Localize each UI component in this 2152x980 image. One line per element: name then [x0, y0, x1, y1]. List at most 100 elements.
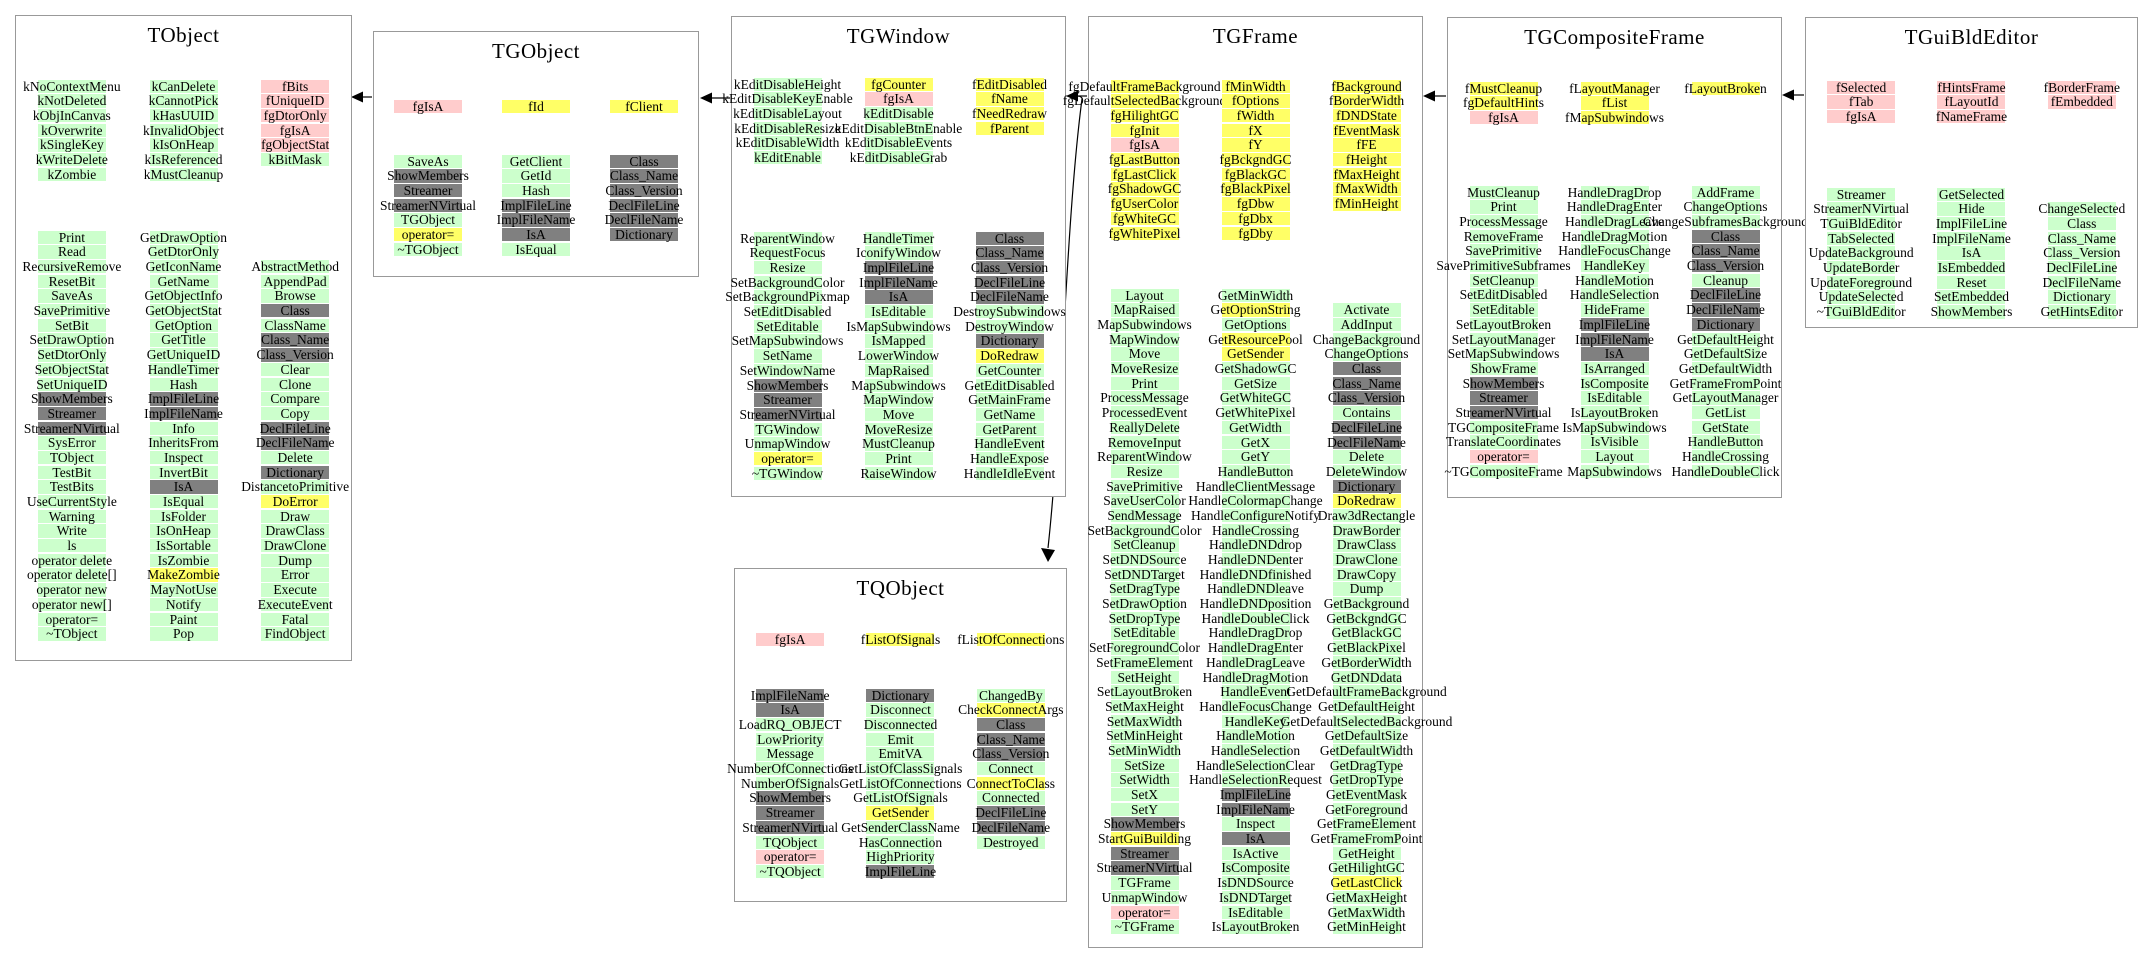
method-label: GetObjectInfo — [144, 288, 223, 304]
method-cell: ImplFileLine — [148, 392, 219, 407]
method-highlight: SysError — [37, 436, 106, 450]
field-label: fEditDisabled — [972, 76, 1047, 92]
method-highlight: GetWidth — [1221, 420, 1290, 434]
method-label: Class_Name — [976, 731, 1045, 747]
method-label: CheckConnectArgs — [958, 702, 1064, 718]
methods-column: GetDrawOption GetDtorOnly GetIconName GetNa… — [128, 230, 240, 641]
method-label: IsEqual — [162, 494, 205, 510]
field-highlight: fBorderWidth — [1329, 94, 1404, 108]
method-label: StreamerNVirtual — [380, 197, 476, 213]
method-label: Dictionary — [1696, 316, 1755, 332]
method-cell: RecursiveRemove — [22, 259, 121, 274]
method-cell: Class — [976, 717, 1045, 732]
method-cell: DeclFileLine — [608, 197, 680, 213]
method-label: IsMapSubwindows — [846, 318, 951, 334]
method-label: HandleTimer — [147, 361, 220, 377]
field-label: fgWhiteGC — [1113, 210, 1176, 226]
method-cell: DeclFileName — [970, 290, 1049, 305]
field-label: fTab — [1848, 94, 1874, 110]
field-cell: fFE — [1332, 138, 1401, 153]
method-label: operator= — [763, 849, 817, 865]
method-label: SetLayoutBroken — [1096, 684, 1193, 700]
method-highlight: ChangeOptions — [1325, 347, 1409, 361]
methods-column: ReparentWindow RequestFocus Resize SetBackg… — [725, 231, 850, 481]
method-highlight: GetBlackGC — [1332, 626, 1402, 640]
method-cell: IsMapped — [864, 334, 933, 349]
method-label: RequestFocus — [749, 245, 826, 261]
method-highlight: StartGuiBuilding — [1098, 832, 1191, 846]
method-highlight: GetName — [975, 407, 1044, 421]
method-label: Emit — [887, 731, 914, 747]
method-highlight: Paint — [149, 612, 218, 626]
method-cell: Message — [756, 747, 825, 762]
method-highlight: GetList — [1691, 405, 1760, 419]
field-highlight: kNotDeleted — [37, 94, 106, 108]
method-cell: DeclFileName — [2042, 275, 2121, 290]
method-cell: GetWidth — [1221, 420, 1290, 435]
method-label: StreamerNVirtual — [742, 819, 839, 835]
field-label: fLayoutBroken — [1684, 80, 1767, 96]
method-highlight: DeclFileLine — [608, 197, 680, 213]
method-highlight: ~TQObject — [756, 864, 825, 878]
method-label: SetY — [1131, 801, 1158, 817]
method-highlight: SetDragType — [1109, 582, 1180, 596]
field-cell: fHeight — [1332, 152, 1401, 167]
method-cell: CheckConnectArgs — [958, 703, 1063, 718]
method-highlight: SetLayoutManager — [1452, 332, 1555, 346]
method-cell: GetParent — [975, 422, 1044, 437]
method-highlight: GetBckgndGC — [1326, 611, 1406, 625]
method-cell: HandleFocusChange — [1199, 699, 1311, 714]
method-cell: GetClient — [502, 154, 570, 169]
method-label: Class_Version — [605, 183, 683, 199]
method-label: ProcessMessage — [1100, 390, 1189, 406]
method-highlight: SaveAs — [37, 289, 106, 303]
method-cell: Class_Version — [257, 348, 334, 363]
method-highlight: SetCleanup — [1110, 538, 1179, 552]
field-label: fBackground — [1331, 78, 1402, 94]
method-highlight: HandleTimer — [863, 231, 935, 245]
method-label: DeclFileLine — [608, 197, 680, 213]
method-highlight: IsEditable — [1221, 905, 1290, 919]
method-cell: SetLayoutManager — [1452, 332, 1555, 347]
method-cell: GetCounter — [975, 363, 1044, 378]
method-cell: ReallyDelete — [1109, 420, 1179, 435]
method-highlight: Hash — [502, 184, 570, 197]
method-label: HandleCrossing — [1682, 449, 1769, 465]
method-highlight: Compare — [261, 392, 330, 406]
method-highlight: TranslateCoordinates — [1446, 435, 1561, 449]
method-highlight: DeclFileName — [971, 820, 1050, 834]
method-highlight: StreamerNVirtual — [380, 198, 476, 212]
method-label: IsDNDTarget — [1218, 889, 1293, 905]
method-cell: UpdateForeground — [1810, 275, 1912, 290]
method-label: GetListOfConnections — [839, 775, 962, 791]
method-highlight: operator new[] — [32, 597, 112, 611]
method-label: DrawClass — [1336, 537, 1397, 553]
TObject-fields-section: kNoContextMenu kNotDeleted kObjInCanvas kOv… — [16, 79, 351, 182]
method-cell: ChangeOptions — [1684, 200, 1768, 215]
method-highlight: GetDefaultSize — [1684, 347, 1767, 361]
method-highlight: GetBackground — [1324, 597, 1409, 611]
method-highlight: MoveResize — [864, 422, 933, 436]
field-label: kHasUUID — [152, 108, 215, 124]
method-highlight: SetBit — [37, 318, 106, 332]
field-highlight: fgWhitePixel — [1109, 226, 1181, 240]
fields-column: fSelected fTab fgIsA — [1806, 80, 1916, 124]
field-highlight: fName — [975, 92, 1044, 106]
method-highlight: ChangeSelected — [2038, 202, 2125, 216]
method-cell: Class_Version — [1687, 258, 1764, 273]
method-label: HandleFocusChange — [1558, 243, 1671, 259]
field-cell: fgLastButton — [1109, 152, 1180, 167]
field-highlight: fEventMask — [1332, 123, 1401, 137]
field-label: fMinHeight — [1334, 196, 1399, 212]
method-highlight: ProcessedEvent — [1102, 406, 1187, 420]
method-highlight: GetSender — [1221, 347, 1290, 361]
method-cell: StreamerNVirtual — [1456, 405, 1552, 420]
arrowhead — [1782, 89, 1794, 101]
method-cell: GetBorderWidth — [1321, 655, 1411, 670]
method-cell: operator new[] — [32, 597, 112, 612]
method-cell: SetMaxHeight — [1105, 699, 1184, 714]
method-highlight: DeclFileLine — [975, 806, 1046, 820]
method-cell: ImplFileName — [497, 213, 576, 228]
method-cell: IsMapSubwindows — [846, 319, 950, 334]
method-cell: SetBackgroundColor — [731, 275, 845, 290]
